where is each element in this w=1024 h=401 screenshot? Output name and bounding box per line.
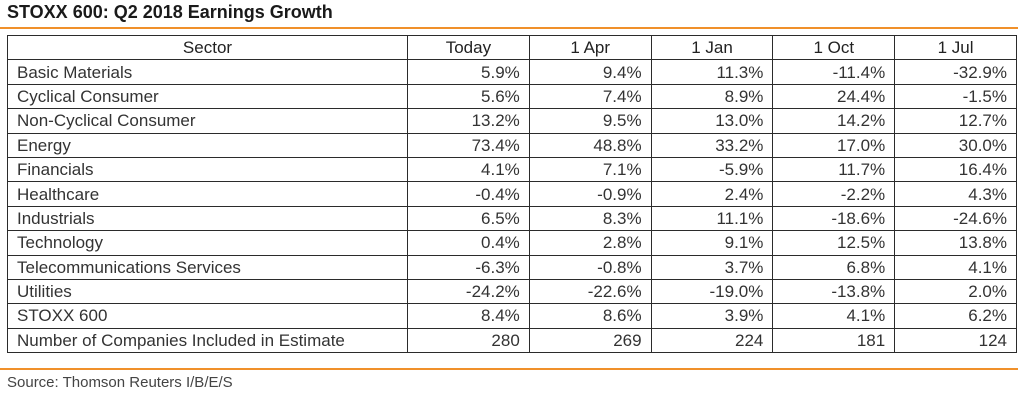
table-row: Healthcare -0.4% -0.9% 2.4% -2.2% 4.3% [7,181,1017,207]
top-divider [0,27,1018,29]
column-header-1-jul: 1 Jul [894,34,1017,61]
1-apr-cell: 2.8% [528,230,652,256]
1-oct-cell: 14.2% [772,108,896,134]
sector-cell: Telecommunications Services [7,254,408,280]
today-cell: 280 [407,327,530,354]
1-apr-cell: 7.1% [528,156,652,183]
today-cell: 8.4% [407,303,530,329]
1-jan-cell: 11.1% [650,205,774,232]
1-oct-cell: 6.8% [772,254,896,280]
today-cell: 0.4% [407,230,530,256]
1-apr-cell: 269 [528,327,652,354]
1-jan-cell: 9.1% [650,230,774,256]
1-oct-cell: -2.2% [772,181,896,207]
1-jul-cell: 12.7% [894,108,1017,134]
1-jan-cell: 11.3% [650,59,774,85]
1-jul-cell: -1.5% [894,83,1017,110]
1-oct-cell: 24.4% [772,83,896,110]
1-jan-cell: 3.9% [650,303,774,329]
1-apr-cell: -0.9% [528,181,652,207]
table-row: Utilities -24.2% -22.6% -19.0% -13.8% 2.0% [7,278,1017,305]
1-jul-cell: -24.6% [894,205,1017,232]
today-cell: 6.5% [407,205,530,232]
1-apr-cell: 9.4% [528,59,652,85]
table-row: Telecommunications Services -6.3% -0.8% 3.7… [7,254,1017,280]
today-cell: 5.9% [407,59,530,85]
1-apr-cell: 9.5% [528,108,652,134]
1-apr-cell: 7.4% [528,83,652,110]
1-oct-cell: 181 [772,327,896,354]
table-row: Financials 4.1% 7.1% -5.9% 11.7% 16.4% [7,156,1017,183]
today-cell: -24.2% [407,278,530,305]
table-row: Number of Companies Included in Estimate… [7,327,1017,354]
table-row: STOXX 600 8.4% 8.6% 3.9% 4.1% 6.2% [7,303,1017,329]
table-header-row: Sector Today 1 Apr 1 Jan 1 Oct 1 Jul [7,34,1017,61]
1-apr-cell: 8.6% [528,303,652,329]
1-apr-cell: -0.8% [528,254,652,280]
1-apr-cell: 48.8% [528,132,652,158]
1-oct-cell: 4.1% [772,303,896,329]
1-jul-cell: -32.9% [894,59,1017,85]
table-row: Cyclical Consumer 5.6% 7.4% 8.9% 24.4% -1.5% [7,83,1017,110]
1-jan-cell: 13.0% [650,108,774,134]
1-jul-cell: 13.8% [894,230,1017,256]
sector-cell: Non-Cyclical Consumer [7,108,408,134]
1-jan-cell: -19.0% [650,278,774,305]
bottom-divider [0,368,1018,370]
column-header-1-apr: 1 Apr [528,34,652,61]
1-jul-cell: 6.2% [894,303,1017,329]
1-oct-cell: -11.4% [772,59,896,85]
sector-cell: Technology [7,230,408,256]
1-jul-cell: 2.0% [894,278,1017,305]
sector-cell: Basic Materials [7,59,408,85]
sector-cell: Industrials [7,205,408,232]
1-oct-cell: 12.5% [772,230,896,256]
1-jul-cell: 30.0% [894,132,1017,158]
sector-cell: Healthcare [7,181,408,207]
column-header-1-jan: 1 Jan [650,34,774,61]
sector-cell: Utilities [7,278,408,305]
today-cell: 73.4% [407,132,530,158]
1-jan-cell: -5.9% [650,156,774,183]
today-cell: 13.2% [407,108,530,134]
table-row: Technology 0.4% 2.8% 9.1% 12.5% 13.8% [7,230,1017,256]
sector-cell: Financials [7,156,408,183]
1-jan-cell: 224 [650,327,774,354]
1-jul-cell: 124 [894,327,1017,354]
1-jul-cell: 16.4% [894,156,1017,183]
today-cell: 5.6% [407,83,530,110]
table-row: Industrials 6.5% 8.3% 11.1% -18.6% -24.6% [7,205,1017,232]
sector-cell: Cyclical Consumer [7,83,408,110]
source-note: Source: Thomson Reuters I/B/E/S [7,374,233,391]
table-row: Energy 73.4% 48.8% 33.2% 17.0% 30.0% [7,132,1017,158]
sector-cell: STOXX 600 [7,303,408,329]
sector-cell: Number of Companies Included in Estimate [7,327,408,354]
today-cell: 4.1% [407,156,530,183]
1-oct-cell: 17.0% [772,132,896,158]
1-jan-cell: 2.4% [650,181,774,207]
today-cell: -0.4% [407,181,530,207]
1-jan-cell: 3.7% [650,254,774,280]
1-jul-cell: 4.1% [894,254,1017,280]
1-apr-cell: 8.3% [528,205,652,232]
1-oct-cell: 11.7% [772,156,896,183]
sector-cell: Energy [7,132,408,158]
1-jan-cell: 33.2% [650,132,774,158]
earnings-growth-table: Sector Today 1 Apr 1 Jan 1 Oct 1 Jul Bas… [7,34,1017,354]
page-title: STOXX 600: Q2 2018 Earnings Growth [7,2,333,22]
1-apr-cell: -22.6% [528,278,652,305]
1-jul-cell: 4.3% [894,181,1017,207]
1-oct-cell: -18.6% [772,205,896,232]
1-oct-cell: -13.8% [772,278,896,305]
1-jan-cell: 8.9% [650,83,774,110]
table-row: Basic Materials 5.9% 9.4% 11.3% -11.4% -32.9% [7,59,1017,85]
column-header-1-oct: 1 Oct [772,34,896,61]
column-header-today: Today [407,34,530,61]
table-row: Non-Cyclical Consumer 13.2% 9.5% 13.0% 14.2%… [7,108,1017,134]
column-header-sector: Sector [7,34,408,61]
today-cell: -6.3% [407,254,530,280]
